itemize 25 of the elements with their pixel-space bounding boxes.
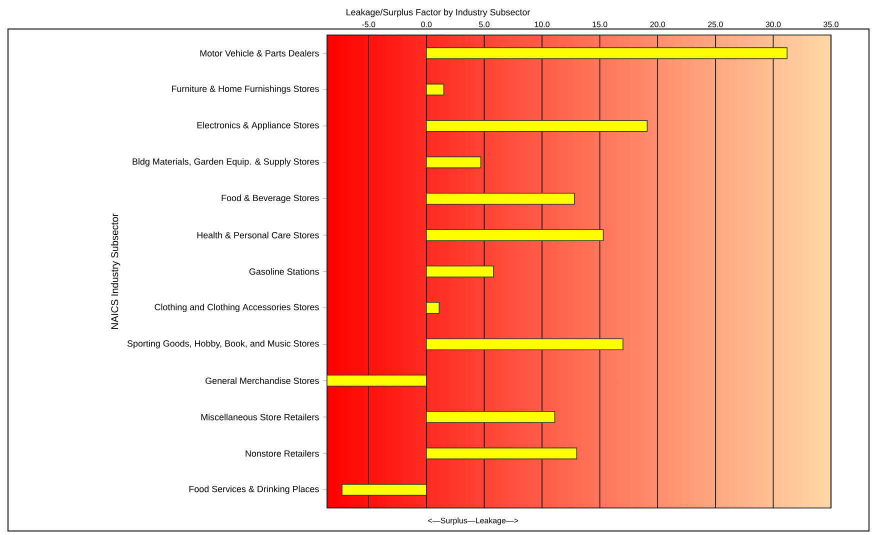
bar xyxy=(426,47,788,60)
y-tick-label: Gasoline Stations xyxy=(249,268,319,275)
bar xyxy=(426,120,648,132)
y-tick-label: General Merchandise Stores xyxy=(206,377,319,384)
y-tick-label: Motor Vehicle & Parts Dealers xyxy=(200,50,319,56)
y-axis-title: NAICS Industry Subsector xyxy=(110,214,120,329)
bar xyxy=(426,448,578,460)
y-tick-label: Food & Beverage Stores xyxy=(222,194,319,203)
y-tick-label: Furniture & Home Furnishings Stores xyxy=(172,85,319,94)
bar xyxy=(327,374,427,387)
y-tick-label: Clothing and Clothing Accessories Stores xyxy=(154,304,319,312)
bar xyxy=(426,156,482,168)
chart-title: Leakage/Surplus Factor by Industry Subsector xyxy=(346,8,530,18)
y-tick-label: Bldg Materials, Garden Equip. & Supply Stores xyxy=(132,158,319,167)
y-tick-label: Nonstore Retailers xyxy=(246,450,319,457)
y-tick-label: Miscellaneous Store Retailers xyxy=(201,414,319,420)
bar xyxy=(426,411,556,423)
bar xyxy=(342,484,427,496)
y-tick-label: Sporting Goods, Hobby, Book, and Music Stores xyxy=(127,340,319,348)
y-tick-label: Health & Personal Care Stores xyxy=(197,232,319,238)
y-tick-label: Electronics & Appliance Stores xyxy=(197,122,319,130)
bar xyxy=(426,192,575,205)
bar xyxy=(426,229,604,242)
bar xyxy=(426,338,624,350)
y-tick-label: Food Services & Drinking Places xyxy=(189,486,319,494)
